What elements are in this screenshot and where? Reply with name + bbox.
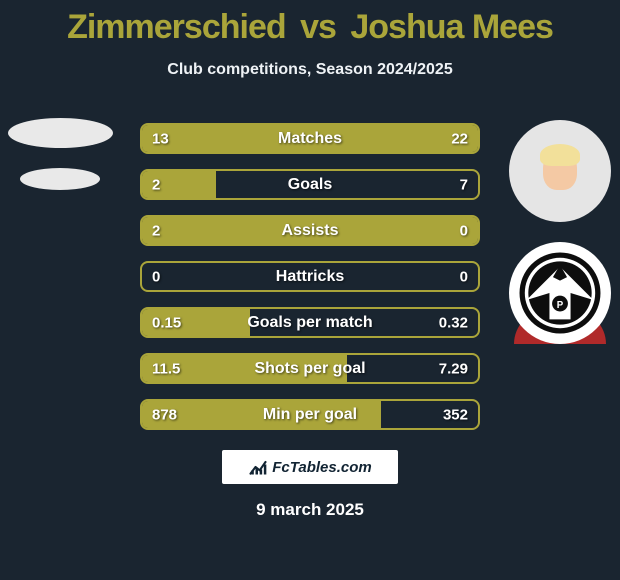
bar-value-right: 7.29: [439, 360, 468, 377]
bar-label: Shots per goal: [254, 360, 365, 378]
player2-club-badge: P: [509, 242, 611, 344]
bar-value-left: 11.5: [152, 360, 180, 377]
svg-text:P: P: [557, 300, 564, 311]
comparison-bars: 13 22 Matches 2 7 Goals 2 0 Assists 0 0 Hattricks 0.…: [140, 123, 480, 430]
bar-value-left: 878: [152, 406, 177, 423]
bar-row: 0.15 0.32 Goals per match: [140, 307, 480, 338]
bar-value-left: 0: [152, 268, 160, 285]
bar-row: 2 7 Goals: [140, 169, 480, 200]
bar-label: Min per goal: [263, 406, 357, 424]
player2-avatar: [509, 120, 611, 222]
left-badges: [0, 118, 120, 190]
brand-badge: FcTables.com: [222, 450, 398, 484]
bar-label: Goals per match: [247, 314, 372, 332]
right-badges: P: [500, 120, 620, 344]
bar-value-right: 22: [451, 130, 468, 147]
bar-row: 0 0 Hattricks: [140, 261, 480, 292]
subtitle: Club competitions, Season 2024/2025: [167, 61, 452, 79]
player1-club-placeholder: [20, 168, 100, 190]
bar-value-right: 0: [460, 268, 468, 285]
bar-row: 878 352 Min per goal: [140, 399, 480, 430]
bar-row: 13 22 Matches: [140, 123, 480, 154]
bar-row: 2 0 Assists: [140, 215, 480, 246]
eagle-crest-icon: P: [516, 249, 604, 337]
bar-label: Goals: [288, 176, 332, 194]
title-player2: Joshua Mees: [350, 8, 553, 46]
bar-value-right: 0.32: [439, 314, 468, 331]
bar-value-right: 0: [460, 222, 468, 239]
bar-label: Assists: [282, 222, 339, 240]
brand-text: FcTables.com: [272, 459, 371, 476]
bar-value-left: 2: [152, 176, 160, 193]
title-player1: Zimmerschied: [67, 8, 286, 46]
chart-icon: [248, 457, 268, 477]
player1-avatar-placeholder: [8, 118, 113, 148]
comparison-panel: Zimmerschied vs Joshua Mees Club competi…: [0, 0, 620, 580]
title-vs: vs: [300, 8, 336, 46]
bar-value-left: 0.15: [152, 314, 181, 331]
bar-label: Matches: [278, 130, 342, 148]
bar-label: Hattricks: [276, 268, 344, 286]
page-title: Zimmerschied vs Joshua Mees: [67, 8, 553, 47]
bar-value-right: 7: [460, 176, 468, 193]
bar-value-left: 13: [152, 130, 169, 147]
bar-value-left: 2: [152, 222, 160, 239]
bar-value-right: 352: [443, 406, 468, 423]
bar-row: 11.5 7.29 Shots per goal: [140, 353, 480, 384]
footer-date: 9 march 2025: [0, 500, 620, 520]
